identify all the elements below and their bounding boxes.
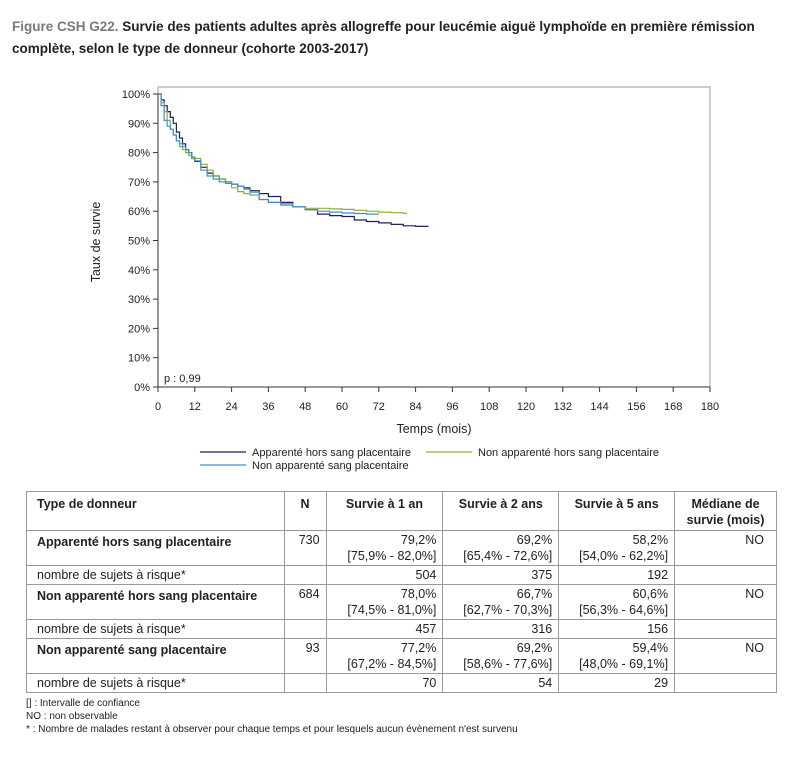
risk-n-empty	[283, 619, 327, 639]
survival-5y: 58,2% [54,0% - 62,2%]	[558, 530, 676, 566]
risk-5y: 192	[558, 565, 676, 585]
table-row: Non apparenté sang placentaire 93 77,2%[…	[26, 638, 777, 674]
n-value: 730	[283, 530, 327, 566]
x-tick-label: 108	[480, 401, 498, 413]
y-tick-label: 70%	[128, 177, 150, 189]
x-tick-label: 36	[262, 401, 274, 413]
footnote-ci: [] : Intervalle de confiance	[26, 698, 140, 709]
series-line-non-apparente-hsp	[158, 93, 407, 215]
table-row: Non apparenté hors sang placentaire 684 …	[26, 584, 777, 620]
survival-5y: 59,4% [48,0% - 69,1%]	[558, 638, 676, 674]
survival-2y: 69,2% [65,4% - 72,6%]	[442, 530, 560, 566]
y-tick-label: 90%	[128, 118, 150, 130]
header-donor-type: Type de donneur	[26, 491, 285, 531]
legend: Apparenté hors sang placentaire Non appa…	[200, 447, 659, 472]
x-tick-label: 60	[336, 401, 348, 413]
figure-title-text: Survie des patients adultes après allogr…	[12, 19, 755, 56]
risk-label: nombre de sujets à risque*	[26, 619, 285, 639]
table-row: Apparenté hors sang placentaire 730 79,2…	[26, 530, 777, 566]
risk-5y: 156	[558, 619, 676, 639]
y-axis-label: Taux de survie	[89, 202, 103, 283]
legend-label-non-apparente-hsp: Non apparenté hors sang placentaire	[478, 447, 659, 459]
survival-chart: 0% 10% 20% 30% 40% 50% 60% 70% 80% 90% 100% 0 12 24 3…	[89, 86, 719, 472]
x-axis-label: Temps (mois)	[396, 422, 471, 436]
figure-title: Figure CSH G22. Survie des patients adul…	[12, 16, 788, 60]
plot-frame	[157, 86, 711, 388]
figure-label: Figure CSH G22.	[12, 19, 119, 34]
x-tick-label: 168	[664, 401, 682, 413]
risk-median-empty	[674, 565, 777, 585]
footnote-risk: * : Nombre de malades restant à observer…	[26, 724, 518, 735]
y-tick-label: 0%	[134, 382, 150, 394]
x-tick-label: 84	[409, 401, 421, 413]
header-median: Médiane de survie (mois)	[674, 491, 777, 531]
y-tick-label: 10%	[128, 353, 150, 365]
risk-5y: 29	[558, 673, 676, 693]
y-axis: 0% 10% 20% 30% 40% 50% 60% 70% 80% 90% 100%	[122, 89, 159, 394]
table-row: nombre de sujets à risque* 457 316 156	[26, 619, 777, 639]
table-row: nombre de sujets à risque* 70 54 29	[26, 673, 777, 693]
survival-5y: 60,6% [56,3% - 64,6%]	[558, 584, 676, 620]
footnotes: [] : Intervalle de confiance NO : non ob…	[26, 697, 518, 736]
header-survival-1y: Survie à 1 an	[325, 491, 444, 531]
y-tick-label: 80%	[128, 148, 150, 160]
risk-2y: 316	[442, 619, 560, 639]
survival-1y: 79,2% [75,9% - 82,0%]	[325, 530, 444, 566]
n-value: 684	[283, 584, 327, 620]
x-tick-label: 96	[446, 401, 458, 413]
y-tick-label: 100%	[122, 89, 150, 101]
median-value: NO	[674, 584, 777, 620]
y-tick-label: 50%	[128, 236, 150, 248]
table-row: nombre de sujets à risque* 504 375 192	[26, 565, 777, 585]
legend-label-non-apparente-sp: Non apparenté sang placentaire	[252, 460, 409, 472]
risk-1y: 504	[325, 565, 444, 585]
risk-1y: 70	[325, 673, 444, 693]
survival-1y: 77,2% [67,2% - 84,5%]	[325, 638, 444, 674]
group-label: Apparenté hors sang placentaire	[26, 530, 285, 566]
survival-2y: 66,7% [62,7% - 70,3%]	[442, 584, 560, 620]
header-n: N	[283, 491, 327, 531]
risk-median-empty	[674, 619, 777, 639]
x-tick-label: 48	[299, 401, 311, 413]
risk-label: nombre de sujets à risque*	[26, 673, 285, 693]
x-tick-label: 144	[590, 401, 608, 413]
group-label: Non apparenté sang placentaire	[26, 638, 285, 674]
x-tick-label: 12	[189, 401, 201, 413]
x-tick-label: 132	[554, 401, 572, 413]
x-tick-label: 0	[155, 401, 161, 413]
group-label: Non apparenté hors sang placentaire	[26, 584, 285, 620]
x-tick-label: 156	[627, 401, 645, 413]
x-tick-label: 120	[517, 401, 535, 413]
y-tick-label: 40%	[128, 265, 150, 277]
median-value: NO	[674, 638, 777, 674]
x-tick-label: 24	[225, 401, 237, 413]
risk-n-empty	[283, 565, 327, 585]
p-value-annotation: p : 0,99	[164, 373, 201, 385]
risk-n-empty	[283, 673, 327, 693]
y-tick-label: 20%	[128, 323, 150, 335]
footnote-no: NO : non observable	[26, 711, 118, 722]
x-axis: 0 12 24 36 48 60 72 84 96 108 120 132 144 156 168 180	[155, 386, 719, 413]
y-tick-label: 30%	[128, 294, 150, 306]
x-tick-label: 72	[373, 401, 385, 413]
survival-table: Type de donneur N Survie à 1 an Survie à…	[26, 491, 777, 693]
risk-median-empty	[674, 673, 777, 693]
header-survival-5y: Survie à 5 ans	[558, 491, 676, 531]
x-tick-label: 180	[701, 401, 719, 413]
table-header-row: Type de donneur N Survie à 1 an Survie à…	[26, 491, 777, 531]
survival-2y: 69,2% [58,6% - 77,6%]	[442, 638, 560, 674]
risk-label: nombre de sujets à risque*	[26, 565, 285, 585]
series-group	[158, 93, 429, 227]
series-line-non-apparente-sp	[158, 93, 379, 215]
median-value: NO	[674, 530, 777, 566]
risk-2y: 375	[442, 565, 560, 585]
risk-1y: 457	[325, 619, 444, 639]
legend-label-apparente: Apparenté hors sang placentaire	[252, 447, 411, 459]
risk-2y: 54	[442, 673, 560, 693]
n-value: 93	[283, 638, 327, 674]
survival-1y: 78,0% [74,5% - 81,0%]	[325, 584, 444, 620]
header-survival-2y: Survie à 2 ans	[442, 491, 560, 531]
y-tick-label: 60%	[128, 206, 150, 218]
